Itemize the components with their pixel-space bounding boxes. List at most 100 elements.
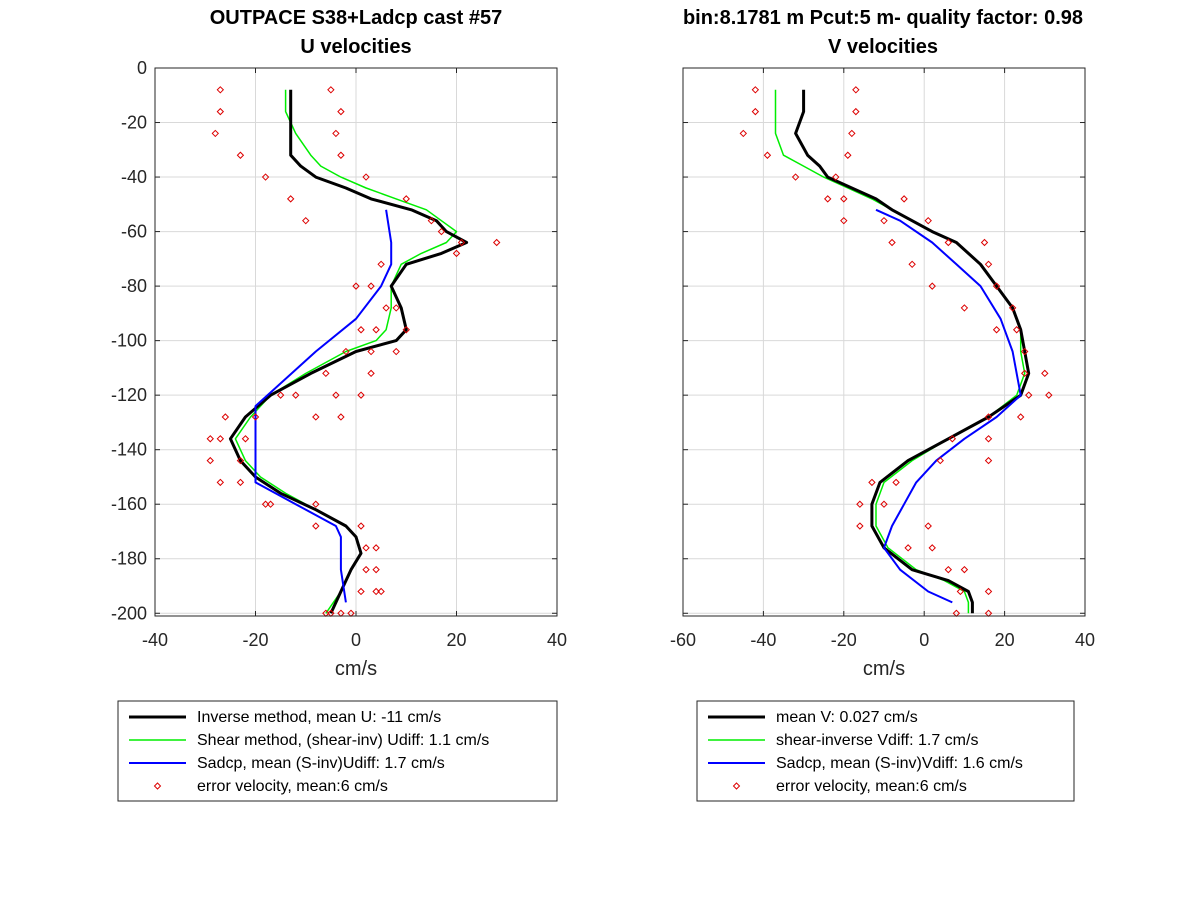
u-xtick-label: 20 xyxy=(446,630,466,650)
v-xtick-label: -60 xyxy=(670,630,696,650)
u-legend: Inverse method, mean U: -11 cm/s Shear me… xyxy=(117,700,558,802)
v-error-marker xyxy=(1012,326,1021,334)
u-xlabel: cm/s xyxy=(335,658,377,680)
u-error-marker xyxy=(286,195,295,203)
v-legend: mean V: 0.027 cm/s shear-inverse Vdiff: 1… xyxy=(696,700,1075,802)
u-error-marker xyxy=(221,413,230,421)
v-xtick-label: 40 xyxy=(1075,630,1095,650)
u-error-marker xyxy=(492,238,501,247)
u-legend-label-1: Shear method, (shear-inv) Udiff: 1.1 cm/… xyxy=(197,732,489,749)
u-error-marker xyxy=(342,347,350,356)
u-error-marker xyxy=(261,500,270,508)
u-error-marker xyxy=(236,151,245,159)
v-error-marker xyxy=(852,107,860,116)
u-legend-label-2: Sadcp, mean (S-inv)Udiff: 1.7 cm/s xyxy=(197,755,445,772)
u-error-marker xyxy=(327,86,335,94)
v-error-marker xyxy=(840,216,848,225)
u-error-marker xyxy=(377,260,385,269)
u-error-marker xyxy=(276,391,285,399)
u-error-marker xyxy=(332,129,340,138)
v-error-marker xyxy=(751,107,760,116)
u-error-marker xyxy=(337,107,345,116)
v-legend-label-3: error velocity, mean:6 cm/s xyxy=(776,778,967,795)
v-plot-background xyxy=(683,68,1085,616)
u-error-marker xyxy=(216,478,225,487)
v-xtick-label: -20 xyxy=(831,630,857,650)
u-error-marker xyxy=(291,391,300,399)
u-tick-layer: -40 -20 0 20 400-20-40-60-80-100-120-140-160… xyxy=(111,58,567,650)
v-tick-layer: -60 -40 -20 0 20 40 xyxy=(670,67,1095,650)
v-xtick-label: 0 xyxy=(919,630,929,650)
u-error-marker xyxy=(367,347,375,356)
u-error-marker xyxy=(362,565,370,574)
u-xtick-label: 0 xyxy=(351,630,361,650)
v-series-2-line xyxy=(875,208,1022,604)
v-xtick-label: 20 xyxy=(995,630,1015,650)
v-xtick-label: -40 xyxy=(750,630,776,650)
v-error-marker xyxy=(944,565,953,574)
u-error-marker xyxy=(357,391,365,399)
u-error-marker xyxy=(357,326,365,334)
v-legend-label-0: mean V: 0.027 cm/s xyxy=(776,709,918,726)
u-error-marker xyxy=(251,413,260,421)
u-ytick-label: -140 xyxy=(111,440,147,460)
u-error-marker xyxy=(372,326,380,334)
u-error-marker xyxy=(332,391,340,399)
u-error-marker xyxy=(372,587,380,596)
left-title-line1: OUTPACE S38+Ladcp cast #57 xyxy=(210,7,503,29)
v-error-marker xyxy=(984,260,993,269)
u-error-marker xyxy=(337,151,345,159)
u-error-marker xyxy=(367,369,375,378)
u-error-marker xyxy=(382,304,390,312)
u-xtick-label: -20 xyxy=(242,630,268,650)
u-legend-label-3: error velocity, mean:6 cm/s xyxy=(197,778,388,795)
v-error-marker xyxy=(1025,391,1033,399)
v-error-marker xyxy=(892,478,900,487)
u-ytick-label: -60 xyxy=(121,222,147,242)
v-velocity-plot: -60 -40 -20 0 20 40 cm/s xyxy=(670,67,1095,680)
u-error-marker xyxy=(392,347,400,356)
u-ytick-label: -40 xyxy=(121,167,147,187)
u-error-marker xyxy=(206,456,214,465)
u-error-marker xyxy=(261,173,270,181)
u-error-marker xyxy=(457,238,466,247)
u-error-marker xyxy=(392,304,400,312)
u-error-marker xyxy=(427,216,436,225)
u-error-marker xyxy=(362,544,370,552)
u-ytick-label: -200 xyxy=(111,603,147,623)
u-legend-label-0: Inverse method, mean U: -11 cm/s xyxy=(197,709,441,726)
v-legend-label-2: Sadcp, mean (S-inv)Vdiff: 1.6 cm/s xyxy=(776,755,1023,772)
u-error-marker xyxy=(402,195,410,203)
u-ytick-label: -20 xyxy=(121,113,147,133)
v-error-marker xyxy=(791,173,800,181)
v-error-marker xyxy=(980,238,989,247)
u-series-0-line xyxy=(228,89,469,614)
u-error-marker xyxy=(367,282,375,290)
v-error-marker xyxy=(1045,391,1053,399)
right-title-line1: bin:8.1781 m Pcut:5 m- quality factor: 0… xyxy=(683,7,1083,29)
u-error-marker xyxy=(236,478,245,487)
v-error-marker xyxy=(868,478,876,487)
v-error-marker xyxy=(856,500,864,508)
u-error-marker xyxy=(357,587,365,596)
v-error-marker xyxy=(824,195,832,203)
u-ytick-label: -180 xyxy=(111,549,147,569)
u-error-marker xyxy=(241,435,250,443)
u-error-marker xyxy=(236,456,245,465)
left-title-line2: U velocities xyxy=(300,36,411,58)
u-error-marker xyxy=(402,326,410,334)
u-error-marker xyxy=(312,500,320,508)
u-series-2-line xyxy=(254,209,393,603)
v-error-marker xyxy=(1008,304,1017,312)
v-error-marker xyxy=(880,216,888,225)
v-error-marker xyxy=(956,587,965,596)
v-error-marker xyxy=(900,195,908,203)
u-error-marker xyxy=(362,173,370,181)
u-ytick-label: -120 xyxy=(111,385,147,405)
v-legend-label-1: shear-inverse Vdiff: 1.7 cm/s xyxy=(776,732,978,749)
v-error-marker xyxy=(924,216,932,225)
v-error-marker xyxy=(928,282,936,290)
u-error-marker xyxy=(206,435,214,443)
v-error-marker xyxy=(984,435,993,443)
